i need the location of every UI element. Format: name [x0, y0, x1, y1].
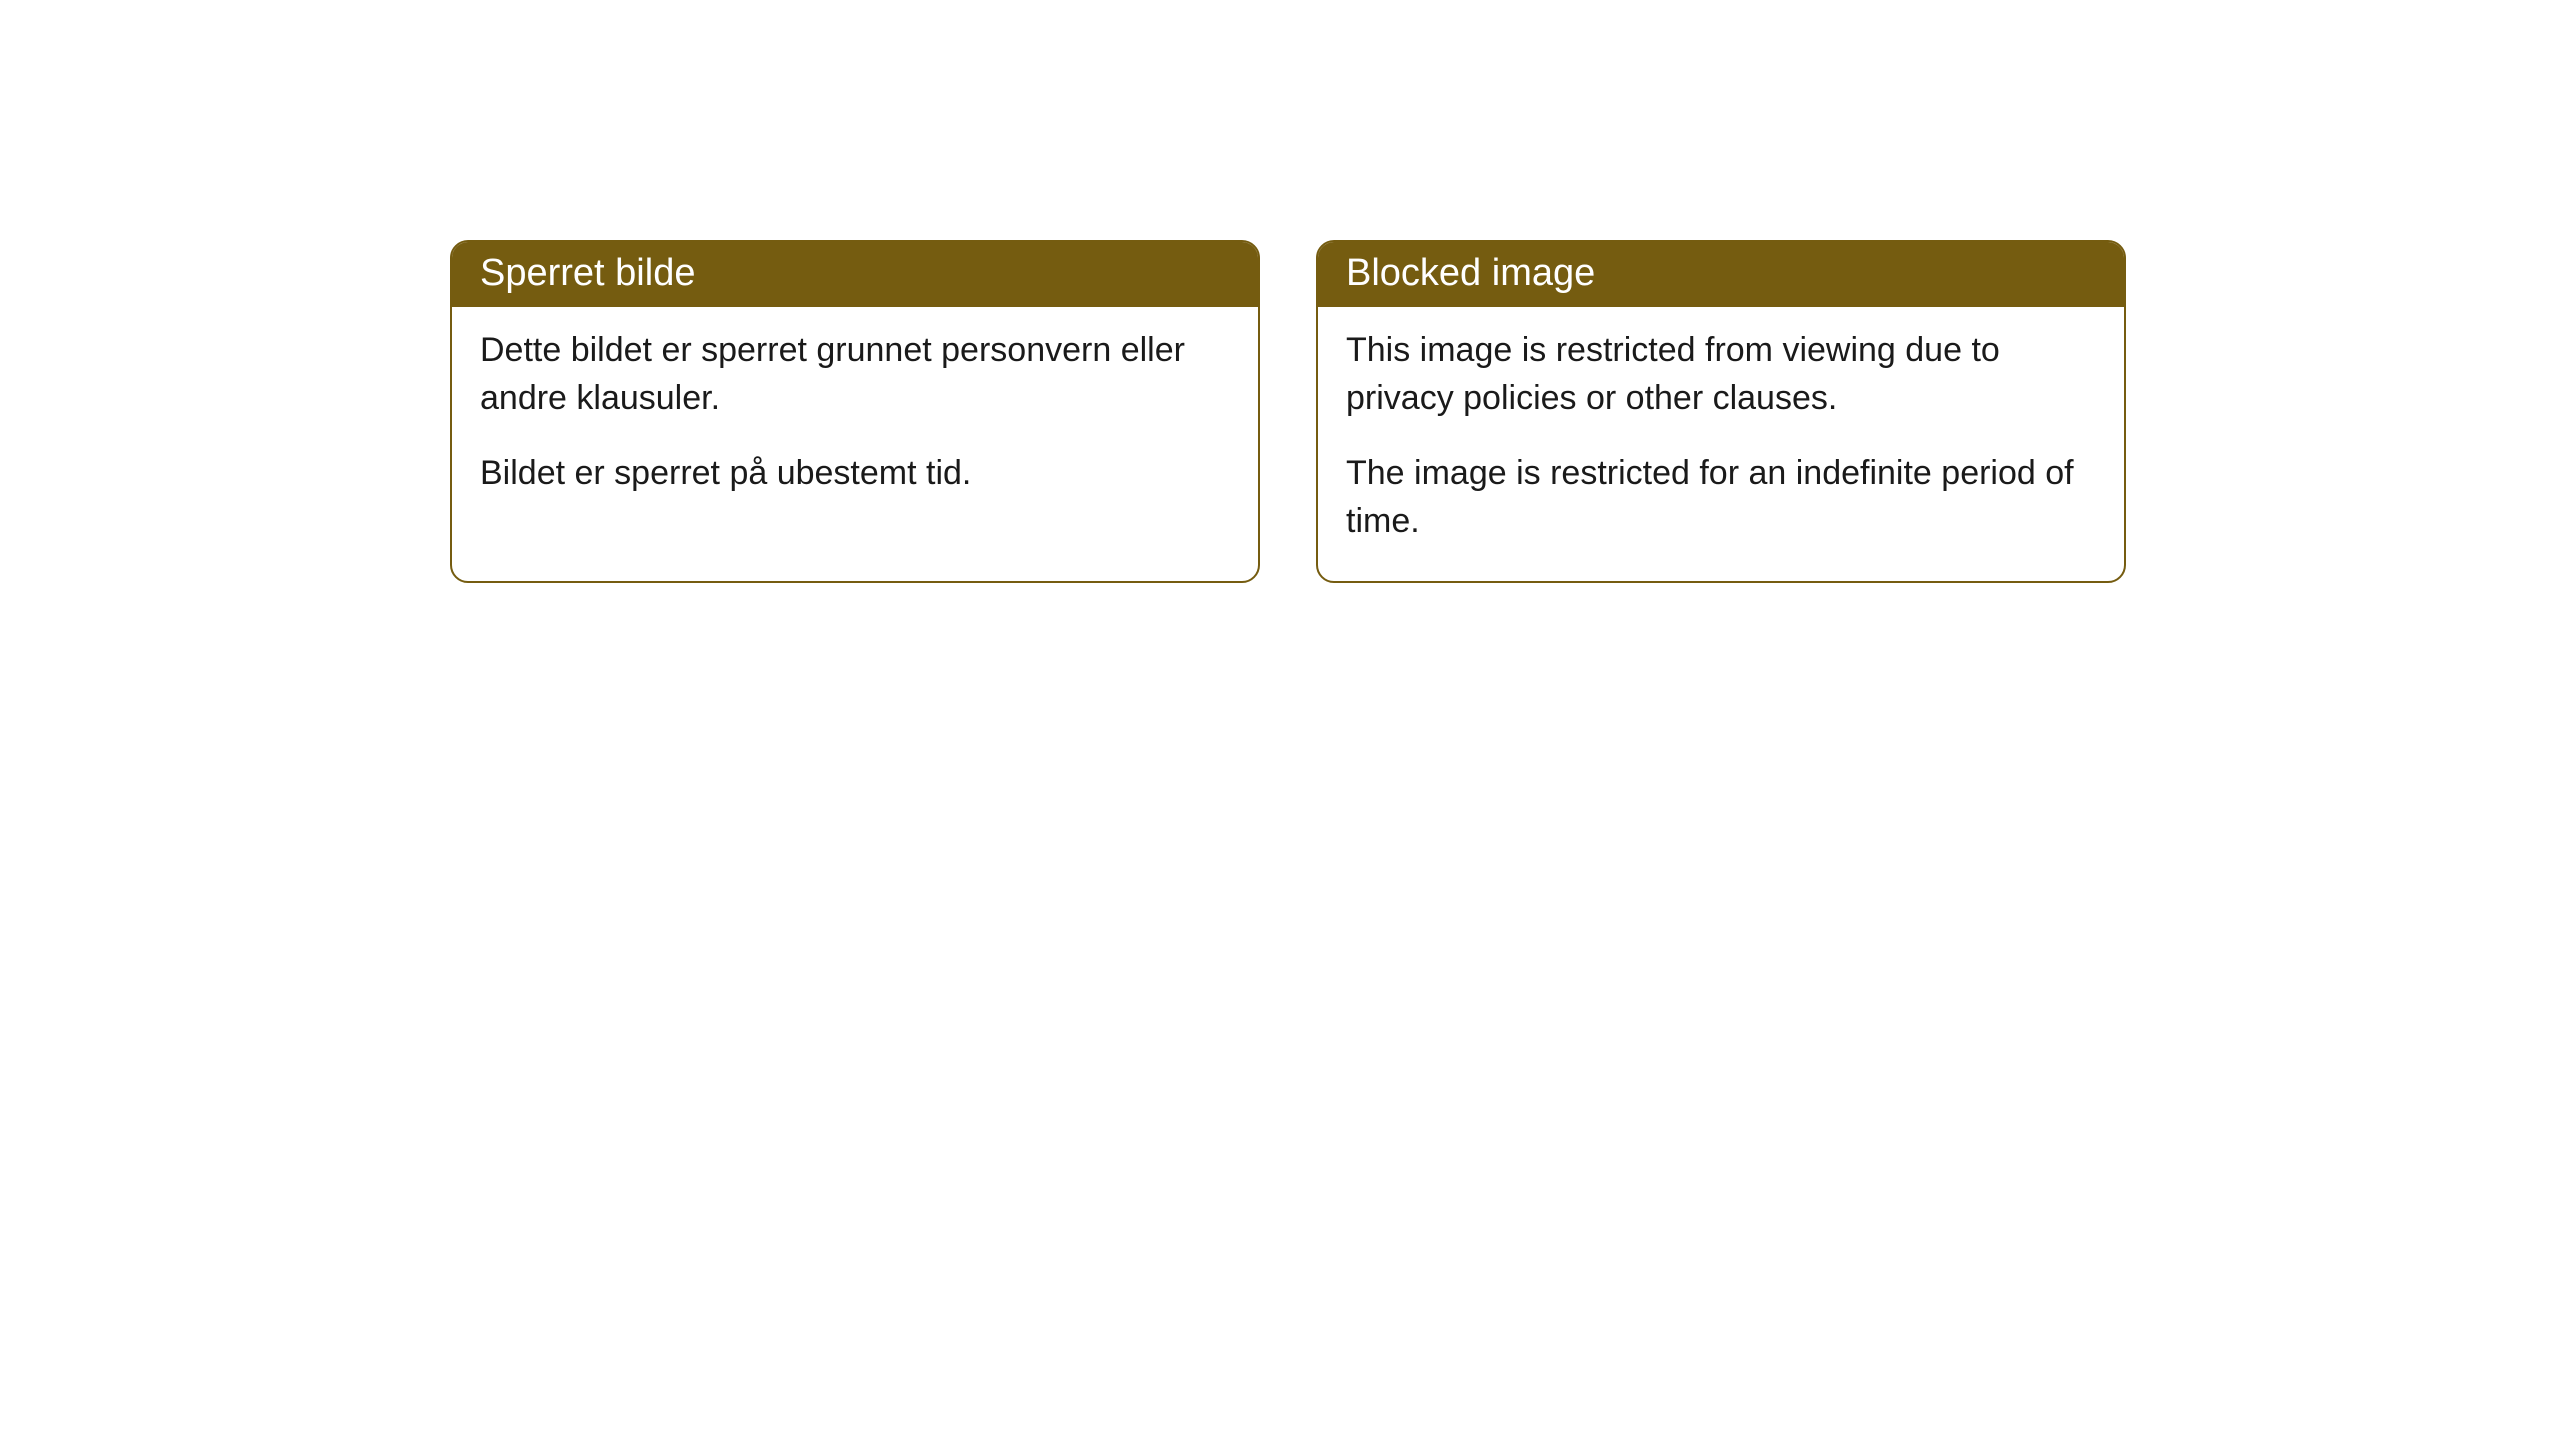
notice-header: Blocked image [1318, 242, 2124, 307]
notice-card-norwegian: Sperret bilde Dette bildet er sperret gr… [450, 240, 1260, 583]
notice-title: Sperret bilde [480, 252, 695, 294]
notice-paragraph-1: This image is restricted from viewing du… [1346, 327, 2096, 422]
notice-card-english: Blocked image This image is restricted f… [1316, 240, 2126, 583]
notice-body: This image is restricted from viewing du… [1318, 307, 2124, 581]
notice-body: Dette bildet er sperret grunnet personve… [452, 307, 1258, 534]
notice-header: Sperret bilde [452, 242, 1258, 307]
notice-paragraph-2: Bildet er sperret på ubestemt tid. [480, 450, 1230, 498]
notice-title: Blocked image [1346, 252, 1595, 294]
notice-paragraph-2: The image is restricted for an indefinit… [1346, 450, 2096, 545]
notice-paragraph-1: Dette bildet er sperret grunnet personve… [480, 327, 1230, 422]
notice-container: Sperret bilde Dette bildet er sperret gr… [450, 240, 2126, 583]
